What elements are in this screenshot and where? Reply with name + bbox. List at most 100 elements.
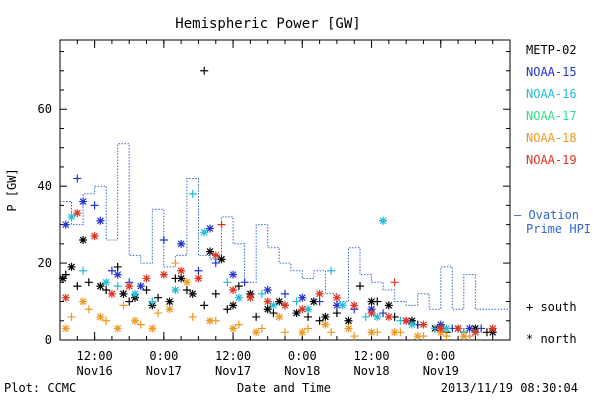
north-marker	[229, 286, 238, 294]
south-marker	[477, 324, 486, 333]
south-marker	[350, 332, 359, 341]
legend-north: * north	[526, 332, 577, 346]
north-marker	[58, 274, 67, 283]
x-tick-sublabel: Nov17	[146, 364, 182, 378]
north-marker	[309, 297, 318, 306]
legend-ovation-line1: – Ovation	[514, 208, 579, 222]
north-marker	[384, 301, 393, 310]
north-marker	[148, 324, 157, 333]
south-marker	[113, 282, 122, 291]
south-marker	[159, 236, 168, 244]
legend-entry: METP-02	[526, 43, 577, 57]
north-marker	[171, 286, 180, 294]
legend: METP-02 NOAA-15 NOAA-16 NOAA-17 NOAA-18 NOAA-…	[514, 43, 591, 346]
chart-title: Hemispheric Power [GW]	[175, 16, 360, 32]
legend-entry: NOAA-19	[526, 153, 577, 167]
north-marker	[131, 289, 139, 298]
north-marker	[338, 301, 347, 310]
south-marker	[107, 266, 116, 275]
legend-ovation-line2: Prime HPI	[526, 222, 591, 236]
south-marker	[281, 289, 289, 298]
south-marker	[182, 286, 191, 294]
north-marker	[90, 232, 99, 241]
north-marker	[188, 289, 197, 298]
north-marker	[465, 324, 474, 333]
legend-entry: NOAA-18	[526, 131, 577, 145]
north-marker	[246, 293, 255, 302]
north-marker	[200, 228, 209, 237]
plot-timestamp: 2013/11/19 08:30:04	[441, 381, 578, 395]
south-marker	[361, 312, 370, 321]
north-marker	[67, 262, 76, 271]
x-tick-sublabel: Nov19	[423, 364, 459, 378]
south-marker	[154, 293, 163, 302]
north-marker	[119, 289, 128, 298]
y-tick-label: 40	[38, 179, 52, 193]
north-marker	[177, 266, 186, 275]
north-marker	[436, 324, 445, 333]
south-marker	[211, 289, 220, 298]
north-marker	[96, 216, 105, 225]
north-marker	[79, 297, 88, 306]
x-tick-label: 0:00	[288, 349, 317, 363]
north-marker	[269, 301, 278, 310]
north-marker	[390, 328, 399, 337]
north-marker	[96, 312, 105, 321]
south-marker	[234, 320, 243, 329]
north-marker	[217, 255, 226, 264]
x-tick-sublabel: Nov17	[215, 364, 251, 378]
south-marker	[73, 282, 82, 291]
north-marker	[182, 278, 191, 287]
north-marker	[292, 309, 301, 318]
south-marker	[194, 266, 203, 275]
ovation-step-line	[60, 143, 510, 310]
north-marker	[79, 236, 88, 244]
south-marker	[281, 328, 289, 337]
north-marker	[73, 209, 82, 218]
north-marker	[275, 312, 284, 321]
north-marker	[315, 289, 324, 298]
x-tick-sublabel: Nov18	[284, 364, 320, 378]
north-marker	[194, 274, 203, 283]
north-marker	[459, 332, 468, 341]
north-marker	[402, 316, 411, 325]
north-marker	[229, 270, 238, 279]
north-marker	[344, 324, 353, 333]
north-marker	[125, 282, 134, 291]
north-marker	[281, 301, 289, 310]
south-marker	[125, 297, 134, 306]
south-marker	[200, 301, 209, 310]
north-marker	[321, 320, 330, 329]
south-marker	[356, 282, 364, 291]
north-marker	[304, 305, 313, 314]
x-tick-label: 12:00	[215, 349, 251, 363]
x-axis-label: Date and Time	[237, 381, 331, 395]
north-marker	[298, 293, 307, 302]
south-marker	[154, 309, 163, 318]
south-marker	[188, 189, 197, 198]
north-marker	[275, 297, 284, 306]
y-tick-label: 60	[38, 102, 52, 116]
north-marker	[79, 197, 88, 206]
south-marker	[292, 297, 301, 306]
north-marker	[61, 293, 70, 302]
x-tick-label: 0:00	[149, 349, 178, 363]
north-marker	[229, 324, 238, 333]
north-marker	[454, 324, 463, 333]
south-marker	[234, 282, 243, 291]
north-marker	[379, 216, 388, 225]
north-marker	[113, 270, 122, 279]
north-marker	[113, 324, 122, 333]
north-marker	[413, 332, 422, 341]
north-marker	[206, 224, 214, 233]
south-marker	[119, 301, 128, 310]
south-marker	[84, 305, 93, 314]
north-marker	[367, 328, 376, 337]
south-marker	[379, 309, 388, 318]
south-marker	[211, 259, 220, 268]
north-marker	[142, 274, 151, 283]
north-marker	[488, 324, 497, 333]
south-marker	[315, 297, 324, 306]
north-marker	[350, 301, 359, 310]
north-marker	[263, 286, 272, 294]
